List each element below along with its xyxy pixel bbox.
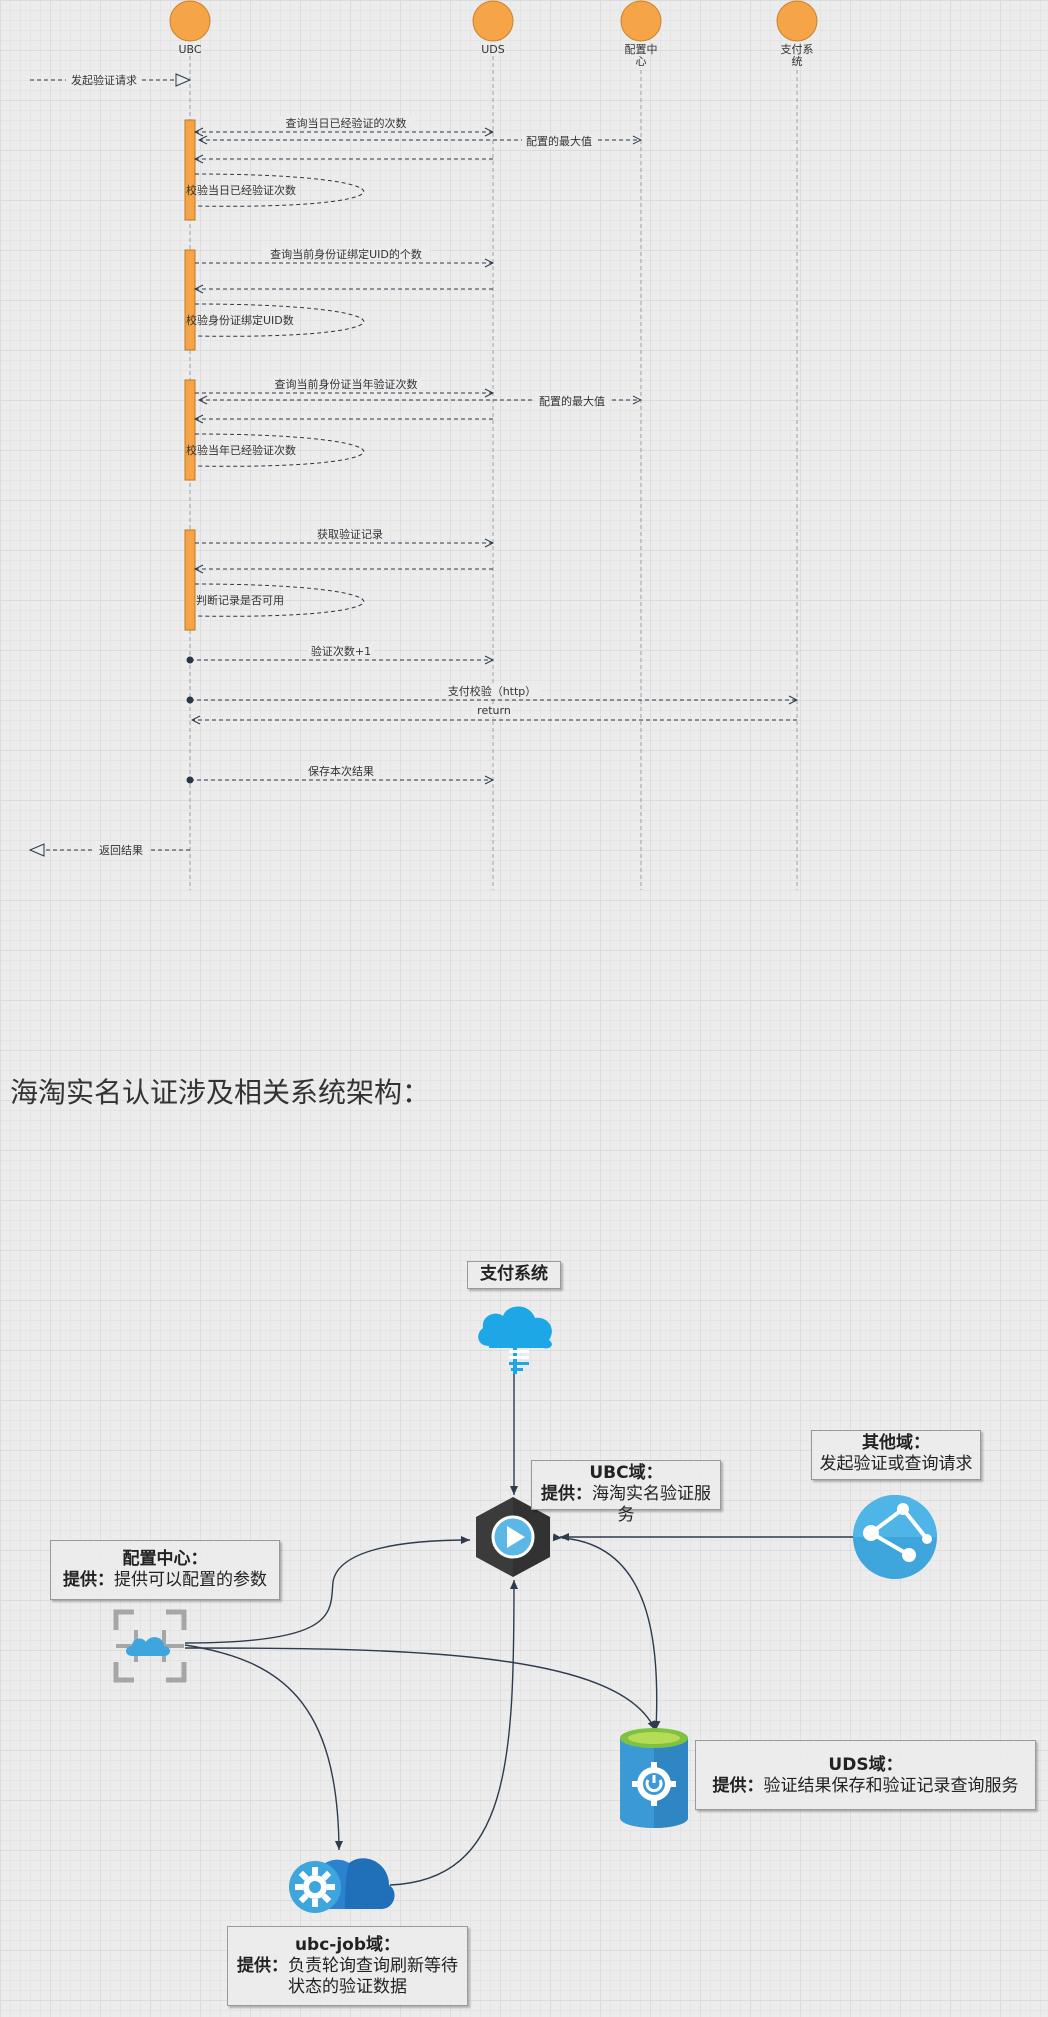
config-provide-label: 提供：: [63, 1570, 114, 1590]
config-center-name: 配置中心：: [122, 1549, 208, 1569]
activation-3[interactable]: [184, 379, 196, 481]
msg-13-label: return: [477, 704, 511, 717]
msg-3-label: 校验当日已经验证次数: [186, 183, 296, 197]
section-title: 海淘实名认证涉及相关系统架构：: [10, 1076, 430, 1109]
uds-domain-box[interactable]: UDS域： 提供：验证结果保存和验证记录查询服务: [695, 1740, 1036, 1810]
self-4[interactable]: [194, 583, 364, 617]
self-2[interactable]: [194, 303, 364, 337]
actor-pay[interactable]: 支付系统: [776, 0, 818, 68]
activation-4[interactable]: [184, 529, 196, 631]
msg-11-label: 验证次数+1: [311, 644, 371, 658]
uds-provide-label: 提供：: [712, 1776, 764, 1796]
actor-uds[interactable]: UDS: [472, 0, 514, 56]
msg-start-label: 发起验证请求: [71, 73, 137, 87]
database-gear-icon[interactable]: [620, 1728, 688, 1828]
conn-config-ubc[interactable]: [184, 1536, 471, 1644]
ubc-domain-desc: 海淘实名验证服务: [592, 1484, 711, 1525]
actor-uds-label: UDS: [481, 43, 505, 56]
network-globe-icon[interactable]: [853, 1495, 937, 1579]
activation-2[interactable]: [184, 249, 196, 351]
ubc-provide-label: 提供：: [541, 1484, 592, 1504]
uds-domain-desc: 验证结果保存和验证记录查询服务: [763, 1776, 1019, 1796]
msg-2-label: 配置的最大值: [526, 134, 592, 148]
architecture-connectors: [184, 1372, 855, 1886]
ubc-domain-box[interactable]: UBC域： 提供：海淘实名验证服务: [531, 1460, 721, 1525]
cloud-frame-icon[interactable]: [113, 1609, 187, 1683]
msg-7-label: 配置的最大值: [539, 394, 605, 408]
msg-5-label: 校验身份证绑定UID数: [186, 313, 294, 327]
self-1[interactable]: [194, 173, 364, 207]
other-domain-box[interactable]: 其他域： 发起验证或查询请求: [811, 1430, 981, 1480]
actor-ubc[interactable]: UBC: [169, 0, 211, 56]
actor-ubc-label: UBC: [178, 43, 201, 56]
ubc-domain-name: UBC域：: [589, 1463, 663, 1483]
play-hexagon-icon[interactable]: [476, 1497, 550, 1577]
ubc-job-desc-line1: 负责轮询查询刷新等待: [288, 1956, 458, 1976]
activation-1[interactable]: [184, 119, 196, 221]
cloud-upload-icon[interactable]: [478, 1306, 552, 1375]
job-provide-label: 提供：: [237, 1956, 288, 1976]
config-center-desc: 提供可以配置的参数: [114, 1570, 267, 1590]
config-center-box[interactable]: 配置中心： 提供：提供可以配置的参数: [50, 1540, 280, 1600]
msg-end-label: 返回结果: [99, 844, 143, 857]
msg-1-label: 查询当日已经验证的次数: [286, 116, 407, 130]
conn-config-job[interactable]: [184, 1644, 343, 1851]
msg-10-label: 判断记录是否可用: [196, 593, 284, 607]
actor-config[interactable]: 配置中心: [620, 0, 662, 68]
cloud-gear-icon[interactable]: [289, 1858, 395, 1913]
pay-system-box[interactable]: 支付系统: [467, 1261, 561, 1289]
other-domain-name: 其他域：: [862, 1433, 930, 1453]
actor-config-label: 配置中心: [625, 43, 658, 68]
self-3[interactable]: [194, 433, 364, 467]
sequence-diagram: UBC UDS 配置中心 支付系统 发起验证请求 查询当日已经验证的次数 配置的…: [30, 0, 818, 890]
msg-9-label: 获取验证记录: [317, 527, 383, 541]
uds-domain-name: UDS域：: [828, 1755, 903, 1775]
ubc-job-domain-box[interactable]: ubc-job域： 提供：负责轮询查询刷新等待 状态的验证数据: [227, 1926, 468, 2006]
conn-job-ubc[interactable]: [389, 1579, 518, 1886]
conn-config-uds[interactable]: [184, 1647, 656, 1731]
ubc-job-desc-line2: 状态的验证数据: [288, 1977, 407, 1997]
msg-14-label: 保存本次结果: [308, 764, 374, 778]
msg-8-label: 校验当年已经验证次数: [186, 443, 296, 457]
msg-6-label: 查询当前身份证当年验证次数: [275, 377, 418, 391]
pay-system-name: 支付系统: [480, 1264, 548, 1284]
conn-ubc-uds[interactable]: [552, 1533, 661, 1731]
other-domain-desc: 发起验证或查询请求: [819, 1454, 973, 1474]
msg-4-label: 查询当前身份证绑定UID的个数: [270, 247, 422, 261]
actor-pay-label: 支付系统: [781, 43, 814, 68]
msg-12-label: 支付校验（http）: [448, 684, 537, 698]
ubc-job-domain-name: ubc-job域：: [294, 1935, 401, 1955]
